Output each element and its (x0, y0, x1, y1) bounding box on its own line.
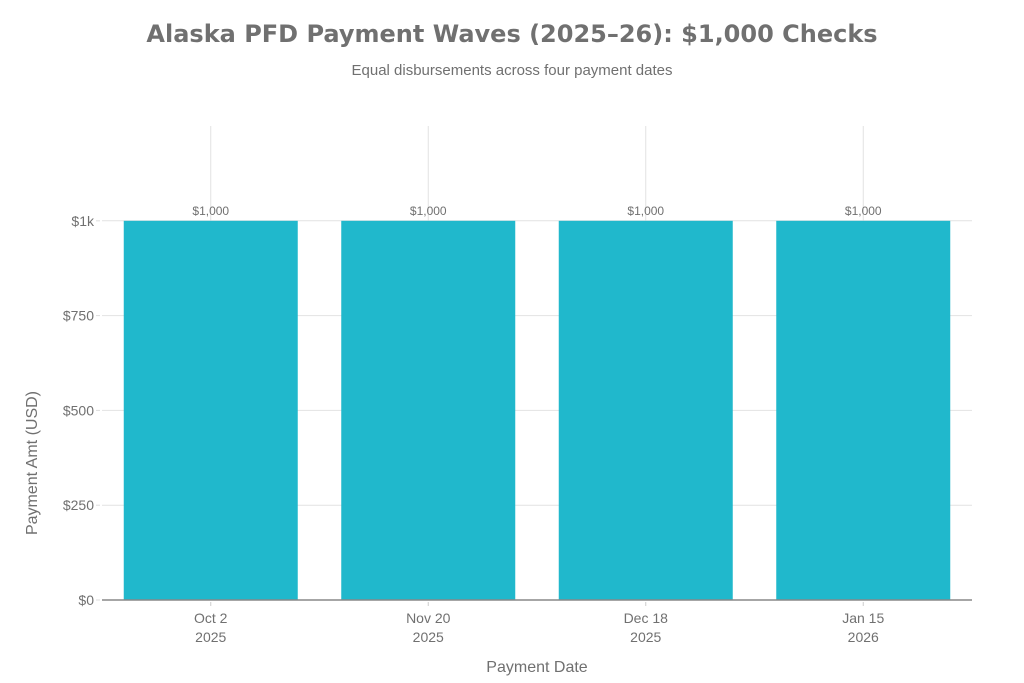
x-tick-label: Nov 20 2025 (406, 610, 451, 645)
y-tick-label: $750 (63, 308, 94, 324)
x-axis-label: Payment Date (486, 659, 587, 676)
data-label: $1,000 (845, 204, 882, 218)
data-label: $1,000 (192, 204, 229, 218)
chart-subtitle: Equal disbursements across four payment … (351, 62, 673, 79)
bar (776, 220, 951, 601)
x-tick-label: Jan 15 2026 (842, 610, 884, 645)
data-label: $1,000 (410, 204, 447, 218)
x-tick-label: Dec 18 2025 (624, 610, 669, 645)
y-tick-label: $0 (78, 592, 94, 608)
y-tick-label: $500 (63, 402, 94, 418)
y-tick-label: $250 (63, 497, 94, 513)
chart-title: Alaska PFD Payment Waves (2025–26): $1,0… (146, 20, 878, 48)
y-axis-label: Payment Amt (USD) (24, 391, 41, 535)
bar (123, 220, 298, 601)
x-tick-label: Oct 2 2025 (194, 610, 228, 645)
data-label: $1,000 (627, 204, 664, 218)
bar (558, 220, 733, 601)
bar (341, 220, 516, 601)
y-tick-label: $1k (71, 213, 95, 229)
